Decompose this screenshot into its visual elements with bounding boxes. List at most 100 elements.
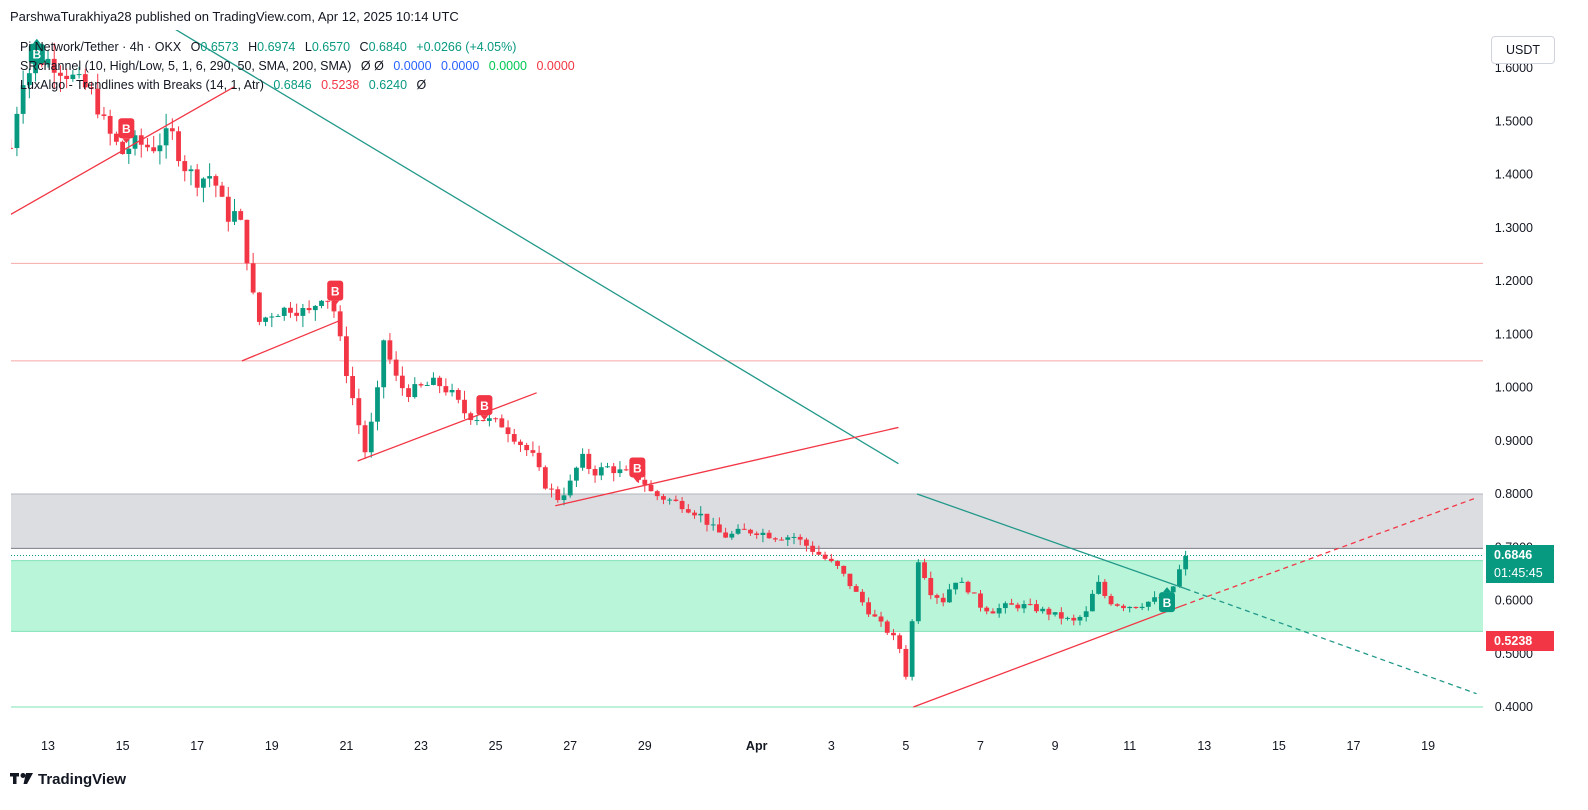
tradingview-brand: TradingView [38,771,127,788]
x-tick-label: Apr [746,739,768,753]
x-tick-label: 5 [902,739,909,753]
candle [1009,598,1014,605]
break-marker-up: B [28,38,45,64]
tradingview-logo-icon [10,772,33,784]
candle [953,582,959,595]
candle [965,580,971,595]
candle [729,530,735,540]
support-trend-3[interactable] [357,392,537,462]
srchannel-value-2: 0.0000 [441,59,480,73]
candle [1046,606,1052,621]
candle [1170,585,1176,594]
candle [741,523,747,530]
ohlc-open-label: O [190,40,201,54]
legend-indicator-srchannel[interactable]: SRchannel (10, High/Low, 5, 1, 6, 290, 5… [20,57,575,76]
rising-support-extension[interactable] [1181,497,1477,607]
candle [381,339,387,399]
luxalgo-eye-icon[interactable]: Ø [416,78,427,92]
candle [294,303,300,322]
candle [978,589,983,612]
x-tick-label: 19 [265,739,279,753]
candle [934,593,940,604]
candle [163,113,169,159]
srchannel-value-3: 0.0000 [488,59,527,73]
candle [1058,607,1064,625]
x-tick-label: 13 [41,739,55,753]
y-tick-label: 0.9000 [1495,434,1533,448]
ohlc-high-label: H [248,40,258,54]
candle [486,413,492,427]
publisher-line: ParshwaTurakhiya28 published on TradingV… [10,9,459,24]
x-tick-label: 21 [339,739,353,753]
rising-support[interactable] [913,605,1183,708]
candle [853,584,859,593]
luxalgo-name[interactable]: LuxAlgo - Trendlines with Breaks (14, 1,… [20,78,264,92]
lower-high-trendline[interactable] [916,493,1186,590]
candle [866,597,871,617]
candle [1108,593,1114,606]
candle [480,419,486,422]
candle [182,155,188,182]
candle [710,517,716,531]
support-trend-1[interactable] [11,86,235,216]
candle [760,528,766,543]
candle [412,377,418,399]
candle [524,442,530,456]
candle [101,106,107,120]
break-marker-down: B [118,118,135,144]
candle [76,66,82,79]
candle [679,496,685,513]
support-trend-4[interactable] [555,426,899,507]
candle [443,378,449,396]
candle [1139,603,1145,611]
candle [344,326,349,384]
candle [723,527,729,539]
candle [1071,614,1077,626]
main-downtrend[interactable] [160,20,899,465]
srchannel-eye-icon[interactable]: Ø Ø [360,59,384,73]
candle [847,573,853,590]
candle [673,495,679,502]
candle [692,510,697,519]
x-tick-label: 23 [414,739,428,753]
legend-symbol-row[interactable]: Pi Network/Tether · 4h · OKX O0.6573 H0.… [20,38,575,57]
candle [511,428,517,445]
candle [1021,600,1027,614]
candle [188,165,194,186]
y-tick-label: 1.2000 [1495,274,1533,288]
candle [11,139,14,150]
candle [754,531,760,539]
candle [1077,615,1083,626]
x-tick-label: 3 [828,739,835,753]
candle [418,382,424,388]
candle [58,65,63,92]
candle [232,198,237,225]
srchannel-name[interactable]: SRchannel (10, High/Low, 5, 1, 6, 290, 5… [20,59,352,73]
candle [1090,590,1095,612]
candle [878,611,884,627]
break-marker-label: B [633,461,642,475]
candle [748,528,753,536]
tradingview-footer[interactable]: TradingView [10,771,126,788]
candle [766,530,772,539]
candle [1177,564,1182,588]
candle [306,300,312,314]
candle [990,608,996,614]
support-trend-2[interactable] [241,320,340,362]
candle [219,181,225,198]
candle [387,333,393,364]
candle [661,494,666,505]
candle [667,497,673,505]
x-tick-label: 13 [1197,739,1211,753]
candle [337,305,343,342]
currency-selector[interactable]: USDT [1491,36,1555,64]
lower-high-extension[interactable] [1185,588,1477,695]
legend-indicator-luxalgo[interactable]: LuxAlgo - Trendlines with Breaks (14, 1,… [20,76,575,95]
candle [14,106,20,157]
candle [909,619,915,681]
candle [1183,550,1189,576]
candle [971,592,977,594]
symbol-label[interactable]: Pi Network/Tether · 4h · OKX [20,40,182,54]
candle [64,68,70,89]
